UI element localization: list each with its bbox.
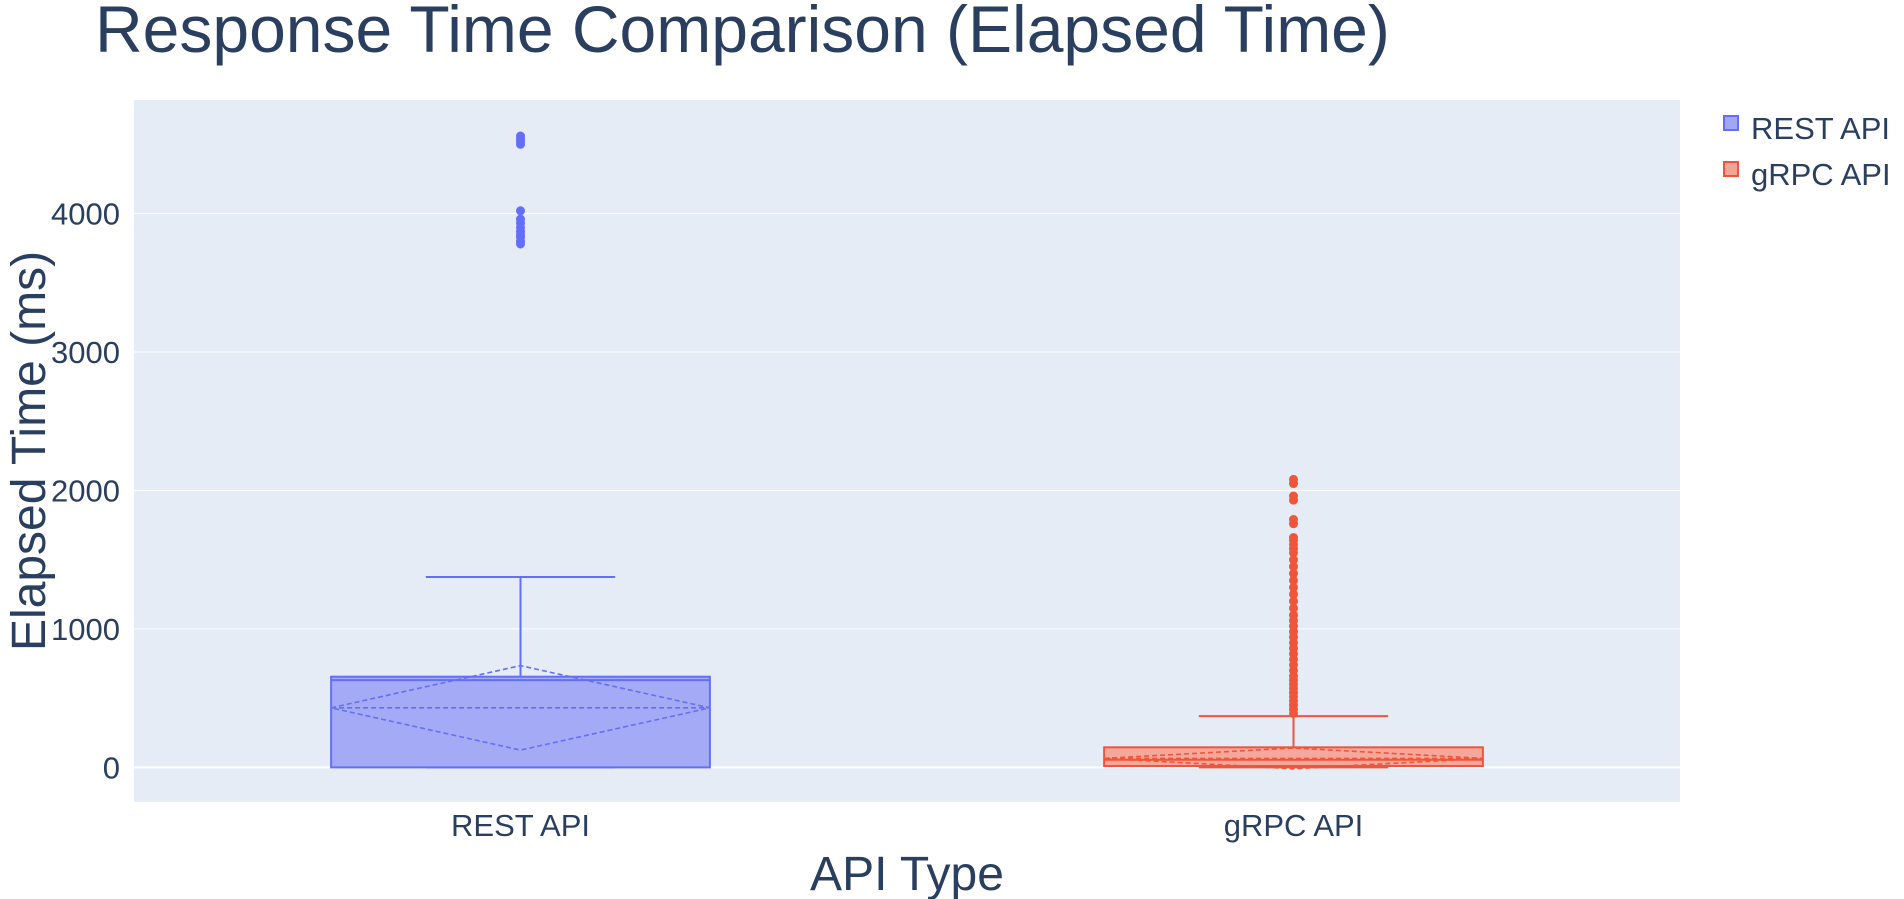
legend-label: REST API: [1751, 111, 1890, 146]
x-tick-label: REST API: [451, 808, 590, 843]
box-grpc-api: [1103, 474, 1484, 770]
outlier-point: [516, 131, 525, 141]
legend: REST API gRPC API: [1723, 111, 1891, 192]
box-rest-api: [330, 131, 711, 769]
x-axis-ticks: REST API gRPC API: [451, 808, 1363, 843]
outlier-point: [516, 206, 525, 216]
legend-swatch: [1723, 115, 1739, 131]
y-tick-label: 1000: [51, 612, 120, 647]
sd-diamond: [330, 664, 711, 751]
box-series: [330, 131, 1484, 770]
y-axis-title: Elapsed Time (ms): [3, 251, 56, 651]
y-tick-label: 4000: [51, 197, 120, 232]
iqr-box: [330, 675, 711, 769]
outlier-point: [1289, 474, 1298, 484]
outlier-point: [516, 214, 525, 224]
iqr-box: [1103, 746, 1484, 767]
legend-label: gRPC API: [1751, 157, 1891, 192]
outlier-point: [1289, 589, 1298, 599]
outlier-point: [1289, 575, 1298, 585]
outlier-point: [1289, 582, 1298, 592]
x-axis-title: API Type: [810, 848, 1004, 899]
y-tick-label: 3000: [51, 335, 120, 370]
outlier-point: [1289, 491, 1298, 501]
y-tick-label: 0: [103, 750, 120, 785]
y-tick-label: 2000: [51, 473, 120, 508]
outlier-point: [1289, 533, 1298, 543]
y-axis-ticks: 0 1000 2000 3000 4000: [51, 197, 120, 786]
outlier-point: [1289, 562, 1298, 572]
outlier-point: [1289, 596, 1298, 606]
outlier-point: [1289, 515, 1298, 525]
outlier-point: [1289, 555, 1298, 565]
x-tick-label: gRPC API: [1224, 808, 1364, 843]
outlier-point: [1289, 603, 1298, 613]
outlier-point: [1289, 610, 1298, 620]
sd-diamond: [1104, 747, 1483, 770]
outlier-point: [1289, 569, 1298, 579]
chart-title: Response Time Comparison (Elapsed Time): [95, 0, 1390, 66]
legend-swatch: [1723, 161, 1739, 177]
